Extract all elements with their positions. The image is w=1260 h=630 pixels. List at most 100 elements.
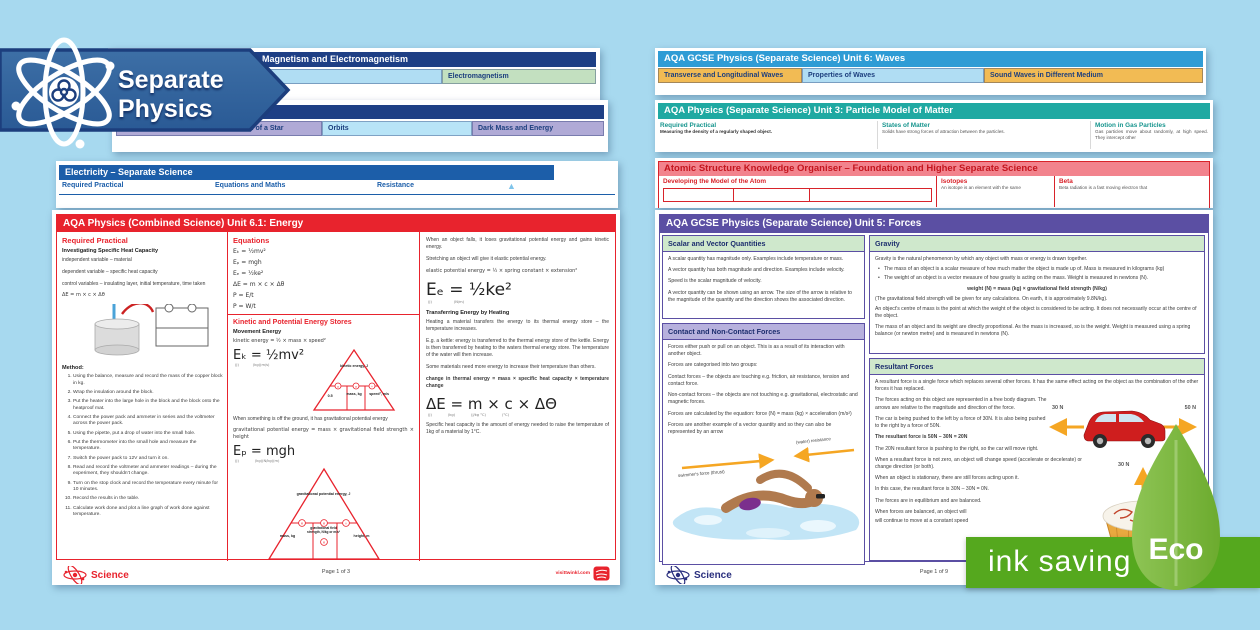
energy-col-required-practical: Required Practical Investigating Specifi… bbox=[57, 232, 228, 561]
unit: (J) bbox=[235, 363, 239, 368]
waves-tab-transverse: Transverse and Longitudinal Waves bbox=[658, 68, 802, 83]
unit: (°C) bbox=[501, 412, 510, 417]
method-step: Using the pipette, put a drop of water i… bbox=[73, 431, 223, 438]
twinkl-site-link[interactable]: visittwinkl.com bbox=[555, 571, 590, 576]
p-shc: Specific heat capacity is the amount of … bbox=[426, 421, 609, 435]
method-step: Calculate work done and plot a line grap… bbox=[73, 506, 223, 519]
resultant-heading: Resultant Forces bbox=[870, 359, 1204, 375]
movement-heading: Movement Energy bbox=[233, 329, 282, 335]
energy-col-heating: When an object falls, it loses gravitati… bbox=[420, 232, 615, 561]
method-step: Record the results in the table. bbox=[73, 496, 223, 503]
p: Forces are another example of a vector q… bbox=[668, 421, 832, 435]
svg-text:÷: ÷ bbox=[371, 384, 374, 389]
gravity-heading: Gravity bbox=[870, 236, 1204, 252]
p-stretch: Stretching an object will give it elasti… bbox=[426, 256, 547, 262]
equation: P = E/t bbox=[233, 292, 254, 299]
science-brand: Science bbox=[62, 566, 129, 584]
p: Forces are categorised into two groups: bbox=[668, 362, 758, 369]
energy-frame: AQA Physics (Combined Science) Unit 6.1:… bbox=[56, 214, 616, 561]
unit: (J) bbox=[235, 459, 239, 463]
gravity-section: Gravity Gravity is the natural phenomeno… bbox=[869, 235, 1205, 354]
space-tab-orbits: Orbits bbox=[322, 121, 472, 136]
p: When an object is stationary, there are … bbox=[875, 475, 1020, 482]
gravity-body: Gravity is the natural phenomenon by whi… bbox=[870, 252, 1204, 353]
p-materials: Some materials need more energy to incre… bbox=[426, 363, 596, 370]
method-step: Turn on the stop clock and record the te… bbox=[73, 481, 223, 494]
p: Forces either push or pull on an object.… bbox=[668, 344, 845, 358]
triangle-label: height, m bbox=[353, 534, 370, 538]
required-practical-heading: Required Practical bbox=[62, 236, 128, 245]
p: A vector quantity has both magnitude and… bbox=[668, 267, 845, 274]
unit: (kg) bbox=[447, 412, 456, 417]
scalar-body: A scalar quantity has magnitude only. Ex… bbox=[663, 252, 864, 318]
forces-frame: AQA GCSE Physics (Separate Science) Unit… bbox=[659, 214, 1209, 565]
p: A resultant force is a single force whic… bbox=[875, 379, 1199, 393]
kinetic-section-heading: Kinetic and Potential Energy Stores bbox=[233, 319, 352, 326]
particle-col1-heading: Required Practical bbox=[660, 122, 717, 129]
page-number: Page 1 of 3 bbox=[321, 569, 351, 575]
atomic-col-2: Isotopes An isotope is an element with t… bbox=[937, 176, 1055, 207]
paper-particle-model: AQA Physics (Separate Science) Unit 3: P… bbox=[655, 100, 1213, 152]
twinkl-footer: visittwinkl.com bbox=[556, 566, 610, 581]
rp-subheading: Investigating Specific Heat Capacity bbox=[62, 248, 159, 254]
heating-heading: Transferring Energy by Heating bbox=[426, 309, 510, 316]
unit: (J) bbox=[428, 412, 432, 417]
p: Forces are calculated by the equation: f… bbox=[668, 410, 852, 417]
energy-col-equations: Equations Eₖ = ½mv² Eₚ = mgh Eₑ = ½ke² Δ… bbox=[228, 232, 420, 561]
electricity-tab-resistance: Resistance bbox=[377, 182, 414, 189]
p: The mass of an object and its weight are… bbox=[875, 323, 1191, 337]
space-tab-dark-mass: Dark Mass and Energy bbox=[472, 121, 604, 136]
atomic-col-1: Developing the Model of the Atom bbox=[659, 176, 937, 207]
p-heating: Heating a material transfers the energy … bbox=[426, 318, 609, 332]
p: A scalar quantity has magnitude only. Ex… bbox=[668, 256, 844, 262]
car-left-force-label: 30 N bbox=[1052, 405, 1064, 411]
atomic-col2-heading: Isotopes bbox=[941, 178, 968, 185]
thermal-formula: change in thermal energy = mass × specif… bbox=[426, 375, 609, 389]
waves-tab-properties: Properties of Waves bbox=[802, 68, 984, 83]
waves-tab-sound: Sound Waves in Different Medium bbox=[984, 68, 1203, 83]
magnetism-tab-electromagnetism: Electromagnetism bbox=[442, 69, 596, 84]
atomic-col-3: Beta Beta radiation is a fast moving ele… bbox=[1055, 176, 1209, 207]
swimmer-figure: swimmer's force (thrust) (water) resista… bbox=[668, 436, 860, 546]
equation: Eₑ = ½ke² bbox=[233, 270, 264, 277]
equations-heading: Equations bbox=[233, 236, 270, 245]
particle-col-3: Motion in Gas Particles Gas particles mo… bbox=[1091, 121, 1210, 149]
p-kettle: E.g. a kettle: energy is transferred to … bbox=[426, 337, 609, 359]
waves-title: AQA GCSE Physics (Separate Science) Unit… bbox=[658, 51, 1203, 67]
resultant-calc: The resultant force is 50N – 30N = 20N bbox=[875, 434, 968, 441]
p-falls: When an object falls, it loses gravitati… bbox=[426, 237, 609, 251]
p: An object's centre of mass is the point … bbox=[875, 306, 1197, 320]
p: Non-contact forces – the objects are not… bbox=[668, 392, 858, 406]
p: Gravity is the natural phenomenon by whi… bbox=[875, 256, 1088, 262]
svg-text:×: × bbox=[322, 521, 325, 526]
paper-electricity: Electricity – Separate Science Required … bbox=[56, 161, 618, 208]
equation: ΔE = m × c × Δθ bbox=[233, 281, 285, 288]
rp-line: control variables – insulating layer, in… bbox=[62, 280, 206, 287]
pie-force-label: 30 N bbox=[1118, 462, 1130, 468]
gpe-formula-triangle: × × ÷ × gravitational potential energy, … bbox=[266, 466, 382, 561]
contact-body: Forces either push or pull on an object.… bbox=[663, 340, 864, 564]
triangle-label: gravitational field strength, N/kg or m/… bbox=[307, 526, 340, 534]
svg-text:×: × bbox=[355, 384, 358, 389]
elastic-formula: elastic potential energy = ½ × spring co… bbox=[426, 267, 578, 274]
particle-col3-body: Gas particles move about randomly, at hi… bbox=[1095, 129, 1208, 141]
svg-text:÷: ÷ bbox=[344, 521, 347, 526]
unit: (N/m) bbox=[453, 299, 465, 304]
kinetic-formula: kinetic energy = ½ × mass × speed² bbox=[233, 338, 326, 344]
scalar-heading: Scalar and Vector Quantities bbox=[663, 236, 864, 252]
particle-col-2: States of Matter Solids have strong forc… bbox=[878, 121, 1091, 149]
energy-page-title: AQA Physics (Combined Science) Unit 6.1:… bbox=[57, 215, 615, 232]
section-divider bbox=[228, 314, 419, 315]
thermal-equation: ΔE = m × c × ΔΘ bbox=[426, 394, 557, 413]
unit: (kg)(N/kg)(m) bbox=[254, 459, 280, 463]
electricity-tab-equations: Equations and Maths bbox=[215, 182, 286, 189]
method-step: Put the thermometer into the small hole … bbox=[73, 440, 223, 453]
forces-page-footer: Page 1 of 9 Science bbox=[665, 564, 1203, 584]
triangle-label: mass, kg bbox=[346, 392, 362, 397]
method-step: Wrap the insulation around the block. bbox=[73, 390, 223, 397]
gpe-equation: Eₚ = mgh bbox=[233, 444, 296, 459]
unit: (kg)(m/s) bbox=[252, 363, 270, 368]
p: A vector quantity can be shown using an … bbox=[668, 289, 852, 303]
rp-equation: ΔE = m × c × Δθ bbox=[62, 292, 105, 299]
